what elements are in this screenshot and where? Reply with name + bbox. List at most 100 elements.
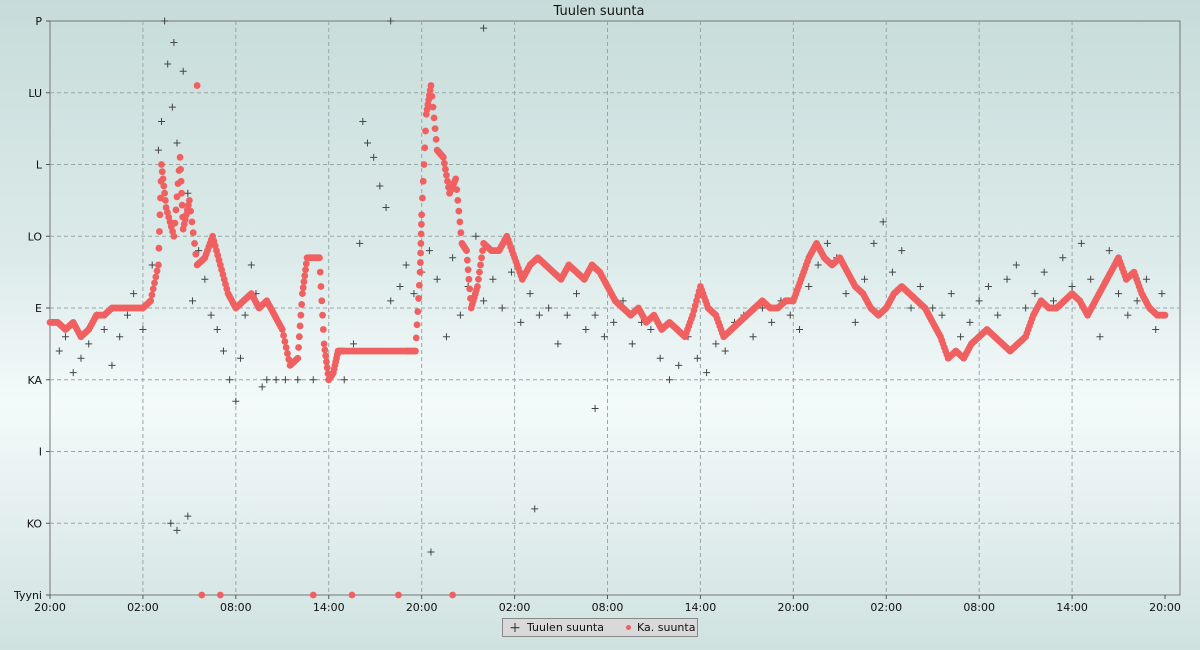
- data-point-dot: [479, 247, 486, 255]
- data-point-dot: [477, 261, 484, 269]
- data-point-plus: [647, 326, 655, 334]
- data-point-dot: [415, 281, 423, 289]
- data-point-dot: [187, 207, 195, 215]
- data-point-dot: [282, 344, 290, 351]
- data-point-plus: [170, 39, 178, 47]
- data-point-dot: [299, 290, 306, 298]
- data-point-dot: [176, 153, 184, 161]
- data-point-dot: [161, 196, 169, 204]
- data-point-dot: [431, 125, 439, 133]
- dot-marker-icon: [625, 625, 631, 630]
- data-point-plus: [213, 326, 221, 334]
- y-tick-label: L: [36, 159, 43, 172]
- data-point-dot: [418, 211, 426, 219]
- data-point-plus: [207, 311, 215, 319]
- data-point-dot: [156, 211, 164, 219]
- data-point-plus: [1152, 326, 1160, 334]
- data-point-dot: [295, 333, 303, 341]
- gridlines: [50, 21, 1180, 595]
- data-point-plus: [489, 275, 497, 283]
- data-point-plus: [823, 239, 831, 247]
- data-point-dot: [421, 144, 429, 152]
- data-point-plus: [281, 376, 289, 384]
- data-point-dot: [453, 186, 461, 194]
- data-point-dot: [449, 591, 457, 599]
- data-point-dot: [278, 326, 286, 333]
- data-point-plus: [201, 275, 209, 283]
- data-point-plus: [796, 326, 804, 334]
- legend-item-ka-suunta: Ka. suunta: [622, 621, 695, 634]
- data-point-plus: [693, 354, 701, 362]
- data-point-plus: [449, 254, 457, 262]
- data-point-plus: [77, 354, 85, 362]
- data-point-plus: [907, 304, 915, 312]
- data-point-dot: [316, 254, 323, 262]
- y-tick-label: LO: [28, 230, 43, 243]
- data-point-plus: [309, 376, 317, 384]
- data-point-dot: [155, 244, 163, 252]
- data-point-dot: [161, 189, 168, 197]
- data-point-plus: [1133, 297, 1141, 305]
- data-point-dot: [419, 177, 427, 185]
- data-point-dot: [429, 103, 437, 111]
- data-point-dot: [416, 268, 424, 276]
- data-point-plus: [294, 376, 302, 384]
- x-tick-label: 08:00: [592, 601, 624, 614]
- data-point-plus: [396, 282, 404, 290]
- data-point-dot: [417, 249, 425, 257]
- data-point-plus: [164, 60, 172, 68]
- legend-label: Tuulen suunta: [527, 621, 604, 634]
- data-point-dot: [302, 260, 310, 268]
- data-point-plus: [116, 333, 124, 341]
- data-point-plus: [916, 282, 924, 290]
- data-point-plus: [1115, 290, 1123, 298]
- data-point-plus: [387, 297, 395, 305]
- chart-title: Tuulen suunta: [553, 4, 645, 19]
- data-point-plus: [433, 275, 441, 283]
- data-point-plus: [356, 239, 364, 247]
- data-point-plus: [168, 103, 176, 111]
- data-point-plus: [410, 290, 418, 298]
- data-point-plus: [480, 24, 488, 32]
- data-point-plus: [480, 297, 488, 305]
- data-point-plus: [188, 297, 196, 305]
- data-point-plus: [898, 247, 906, 255]
- data-point-plus: [947, 290, 955, 298]
- x-tick-label: 20:00: [1149, 601, 1181, 614]
- data-point-dot: [299, 284, 307, 292]
- data-point-dot: [158, 161, 165, 168]
- x-tick-label: 20:00: [406, 601, 438, 614]
- series-ka-suunta: [46, 82, 1169, 599]
- data-point-dot: [301, 272, 309, 280]
- data-point-plus: [861, 275, 869, 283]
- y-axis: Tyyni KO I KA E LO L LU P: [13, 15, 50, 602]
- data-point-plus: [1012, 261, 1020, 269]
- data-point-dot: [177, 177, 185, 185]
- data-point-dot: [147, 297, 155, 305]
- data-point-plus: [376, 182, 384, 190]
- data-point-dot: [415, 295, 422, 302]
- data-point-plus: [888, 268, 896, 276]
- data-point-dot: [171, 219, 179, 227]
- data-point-plus: [427, 548, 435, 556]
- data-point-dot: [412, 334, 420, 342]
- data-point-dot: [427, 82, 435, 89]
- data-point-dot: [465, 275, 473, 283]
- data-point-plus: [975, 297, 983, 305]
- data-point-plus: [226, 376, 234, 384]
- data-point-plus: [758, 304, 766, 312]
- data-point-plus: [545, 304, 553, 312]
- plus-marker-icon: +: [509, 619, 521, 636]
- data-point-dot: [464, 266, 472, 274]
- data-point-plus: [184, 512, 192, 520]
- data-point-plus: [1050, 297, 1057, 305]
- data-point-dot: [319, 311, 326, 319]
- data-point-plus: [1040, 268, 1048, 276]
- data-point-plus: [472, 232, 480, 240]
- data-point-plus: [241, 311, 249, 319]
- data-point-plus: [108, 361, 116, 369]
- data-point-dot: [320, 340, 328, 348]
- data-point-dot: [466, 285, 474, 293]
- data-point-plus: [842, 290, 850, 298]
